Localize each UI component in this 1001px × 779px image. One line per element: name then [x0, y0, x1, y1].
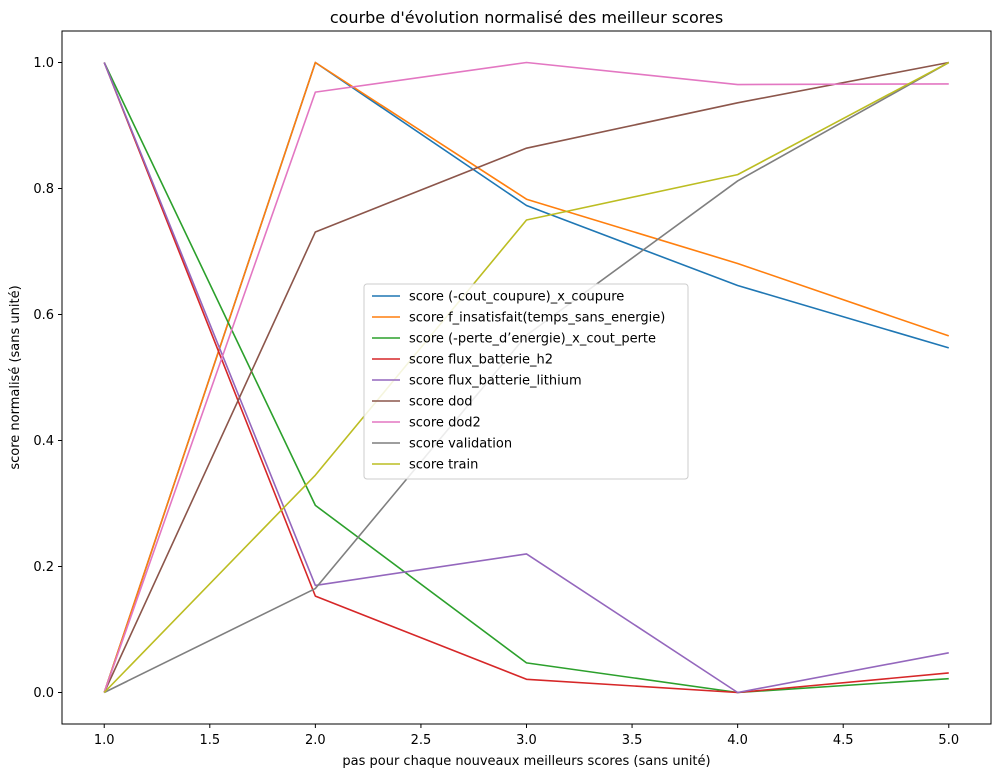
x-axis: 1.0 1.5 2.0 2.5 3.0 3.5 4.0 4.5 5.0 — [94, 724, 959, 748]
y-tick-label: 0.0 — [33, 686, 54, 701]
y-tick-label: 0.8 — [33, 182, 54, 197]
series-line — [103, 61, 950, 694]
series-line — [103, 61, 949, 693]
legend-label: score f_insatisfait(temps_sans_energie) — [409, 311, 665, 326]
series-line — [103, 62, 949, 694]
x-tick-label: 2.0 — [305, 733, 326, 748]
series-line — [103, 62, 949, 694]
legend-label: score flux_batterie_h2 — [409, 353, 553, 368]
legend-label: score (-cout_coupure)_x_coupure — [409, 290, 624, 305]
x-tick-label: 5.0 — [938, 733, 959, 748]
series-line — [103, 61, 950, 693]
x-axis-title: pas pour chaque nouveaux meilleurs score… — [342, 754, 710, 769]
series-line — [103, 62, 949, 694]
x-tick-label: 1.0 — [94, 733, 115, 748]
x-tick-label: 1.5 — [199, 733, 220, 748]
legend-label: score train — [409, 458, 478, 473]
legend-label: score validation — [409, 437, 512, 452]
legend-label: score dod — [409, 395, 473, 410]
series-line — [103, 61, 949, 693]
x-tick-label: 4.0 — [727, 733, 748, 748]
legend-box — [363, 283, 689, 480]
legend-label: score (-perte_d’energie)_x_cout_perte — [409, 332, 656, 347]
y-tick-label: 0.4 — [33, 434, 54, 449]
y-tick-label: 0.6 — [33, 308, 54, 323]
y-tick-label: 1.0 — [33, 56, 54, 71]
legend-label: score dod2 — [409, 416, 481, 431]
x-tick-label: 3.0 — [516, 733, 537, 748]
y-tick-label: 0.2 — [33, 560, 54, 575]
legend-label: score flux_batterie_lithium — [409, 374, 582, 389]
chart-title: courbe d'évolution normalisé des meilleu… — [330, 8, 723, 27]
y-axis-title: score normalisé (sans unité) — [8, 285, 23, 469]
x-tick-label: 4.5 — [833, 733, 854, 748]
x-tick-label: 3.5 — [622, 733, 643, 748]
x-tick-label: 2.5 — [411, 733, 432, 748]
y-axis: 0.0 0.2 0.4 0.6 0.8 1.0 — [33, 56, 62, 701]
